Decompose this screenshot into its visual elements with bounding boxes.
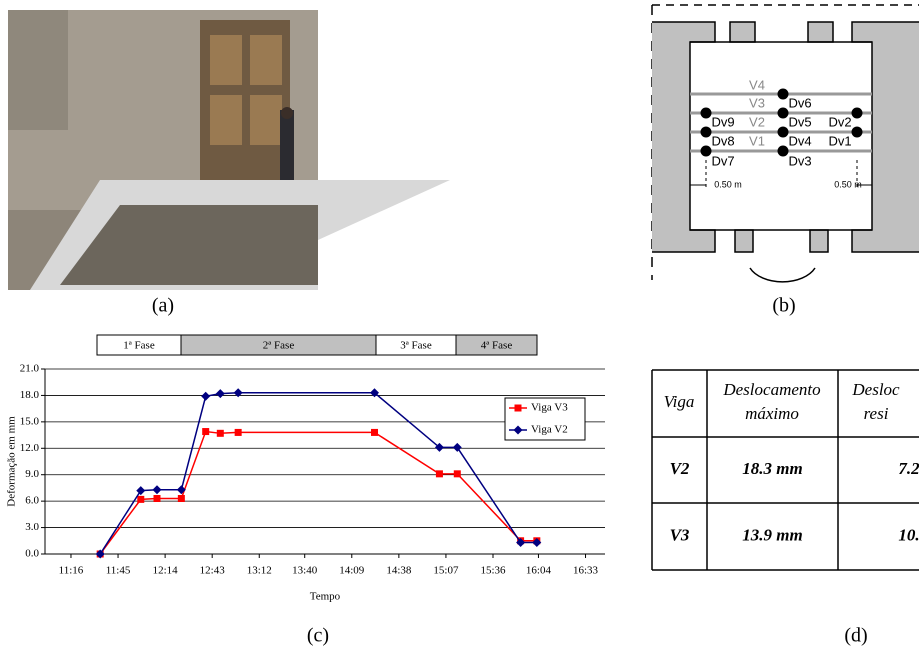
measure-point bbox=[778, 127, 789, 138]
dimension-label: 0.50 m bbox=[834, 179, 862, 189]
data-point bbox=[177, 485, 186, 494]
y-tick-label: 9.0 bbox=[25, 468, 39, 480]
y-tick-label: 0.0 bbox=[25, 548, 39, 560]
chart: 1ª Fase 2ª Fase 3ª Fase 4ª Fase 0.0 3.0 6.0 9.0… bbox=[6, 335, 605, 603]
measure-point bbox=[852, 127, 863, 138]
series-line bbox=[100, 432, 537, 554]
data-point bbox=[136, 486, 145, 495]
caption: (c) bbox=[307, 625, 329, 647]
y-tick-label: 18.0 bbox=[20, 389, 40, 401]
data-point bbox=[178, 495, 185, 502]
measure-point bbox=[778, 146, 789, 157]
phase-label: 1ª Fase bbox=[123, 340, 155, 352]
point-label: Dv6 bbox=[788, 95, 811, 110]
table-header: Desloc bbox=[851, 380, 900, 399]
x-tick-label: 11:16 bbox=[59, 565, 84, 577]
data-point bbox=[137, 496, 144, 503]
point-label: Dv1 bbox=[828, 133, 851, 148]
y-axis-title: Deformação em mm bbox=[6, 416, 18, 507]
x-tick-label: 13:12 bbox=[247, 565, 272, 577]
data-point bbox=[202, 428, 209, 435]
y-tick-label: 12.0 bbox=[20, 442, 40, 454]
measure-point bbox=[701, 146, 712, 157]
data-point bbox=[216, 389, 225, 398]
table-cell: 7.2 bbox=[898, 459, 919, 478]
y-tick-label: 21.0 bbox=[20, 363, 40, 375]
photo bbox=[8, 10, 450, 290]
measure-point bbox=[852, 108, 863, 119]
y-tick-label: 3.0 bbox=[25, 521, 39, 533]
table-cell: V2 bbox=[670, 459, 690, 478]
table-header: máximo bbox=[745, 404, 799, 423]
x-tick-label: 12:43 bbox=[200, 565, 226, 577]
x-tick-label: 15:36 bbox=[480, 565, 506, 577]
measure-point bbox=[701, 127, 712, 138]
table-cell: 13.9 mm bbox=[742, 525, 802, 544]
table-header: resi bbox=[864, 404, 889, 423]
point-label: Dv3 bbox=[788, 153, 811, 168]
dimension-label: 0.50 m bbox=[714, 179, 742, 189]
data-point bbox=[453, 443, 462, 452]
phase-label: 2ª Fase bbox=[263, 340, 295, 352]
point-label: Dv5 bbox=[788, 114, 811, 129]
x-tick-label: 14:38 bbox=[386, 565, 412, 577]
table-header: Deslocamento bbox=[722, 380, 820, 399]
caption: (d) bbox=[844, 625, 867, 647]
table: Viga Deslocamento máximo Desloc resi V2 18.3 m… bbox=[652, 370, 919, 570]
page: (a) V4 V3 V2 V1 Dv6 Dv9 Dv5 Dv2 Dv8 Dv4 Dv1 Dv7 Dv3 0… bbox=[0, 0, 919, 651]
measure-point bbox=[701, 108, 712, 119]
data-point bbox=[235, 429, 242, 436]
y-tick-label: 15.0 bbox=[20, 415, 40, 427]
caption: (a) bbox=[152, 295, 174, 317]
data-point bbox=[371, 429, 378, 436]
point-label: Dv7 bbox=[711, 153, 734, 168]
legend-label: Viga V3 bbox=[531, 402, 568, 414]
point-label: Dv4 bbox=[788, 133, 811, 148]
data-point bbox=[201, 392, 210, 401]
beam-label: V4 bbox=[749, 77, 765, 92]
table-header: Viga bbox=[664, 392, 695, 411]
x-tick-label: 16:04 bbox=[526, 565, 552, 577]
figure: (a) V4 V3 V2 V1 Dv6 Dv9 Dv5 Dv2 Dv8 Dv4 Dv1 Dv7 Dv3 0… bbox=[0, 0, 919, 651]
measure-point bbox=[778, 89, 789, 100]
beam-label: V2 bbox=[749, 114, 765, 129]
x-tick-label: 11:45 bbox=[106, 565, 131, 577]
series-line bbox=[100, 393, 537, 554]
point-label: Dv2 bbox=[828, 114, 851, 129]
table-cell: 18.3 mm bbox=[742, 459, 802, 478]
beam-label: V1 bbox=[749, 133, 765, 148]
data-point bbox=[217, 430, 224, 437]
table-cell: 10. bbox=[898, 525, 919, 544]
data-point bbox=[234, 388, 243, 397]
measure-point bbox=[778, 108, 789, 119]
x-tick-label: 16:33 bbox=[573, 565, 599, 577]
data-point bbox=[153, 485, 162, 494]
x-tick-label: 13:40 bbox=[292, 565, 318, 577]
point-label: Dv8 bbox=[711, 133, 734, 148]
data-point bbox=[154, 495, 161, 502]
x-tick-label: 14:09 bbox=[339, 565, 365, 577]
x-tick-label: 12:14 bbox=[153, 565, 179, 577]
legend-label: Viga V2 bbox=[531, 424, 568, 436]
beam-label: V3 bbox=[749, 95, 765, 110]
x-tick-label: 15:07 bbox=[433, 565, 459, 577]
y-tick-label: 6.0 bbox=[25, 495, 39, 507]
x-axis-title: Tempo bbox=[310, 591, 341, 603]
data-point bbox=[436, 470, 443, 477]
point-label: Dv9 bbox=[711, 114, 734, 129]
table-cell: V3 bbox=[670, 525, 690, 544]
data-point bbox=[454, 470, 461, 477]
plan bbox=[652, 5, 919, 282]
data-point bbox=[515, 405, 522, 412]
phase-label: 3ª Fase bbox=[400, 340, 432, 352]
phase-label: 4ª Fase bbox=[481, 340, 513, 352]
caption: (b) bbox=[772, 295, 795, 317]
